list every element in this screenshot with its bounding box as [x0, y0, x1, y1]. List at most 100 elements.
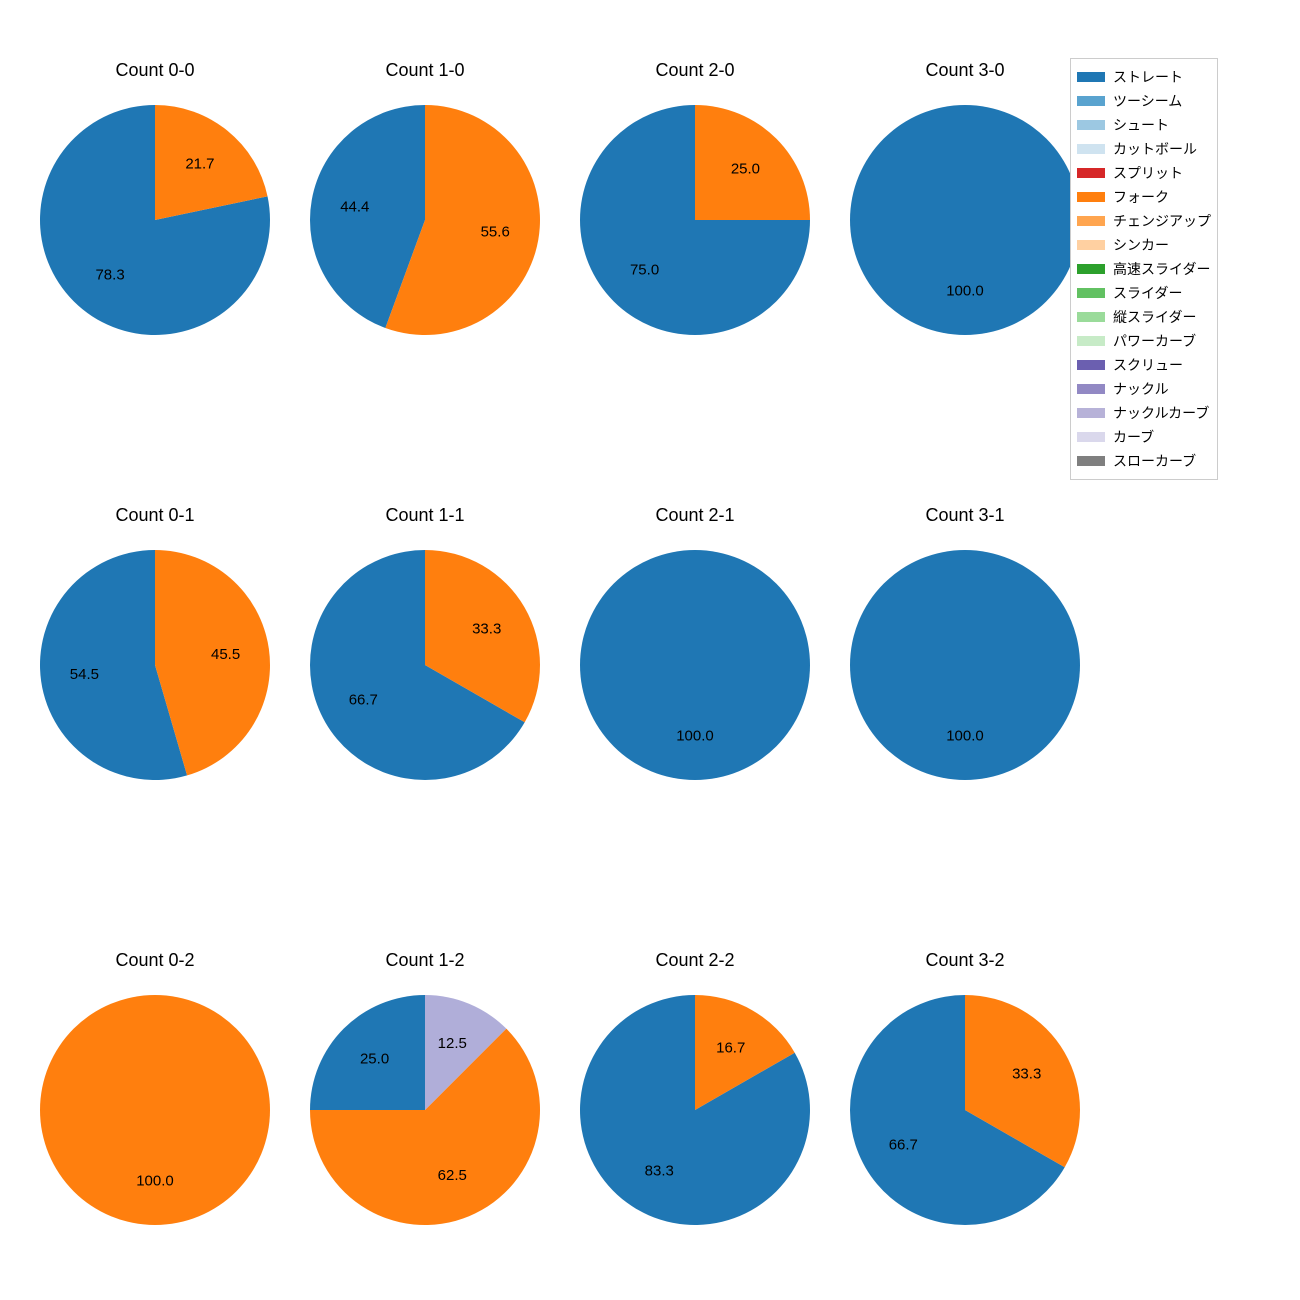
legend-label: スプリット	[1113, 163, 1183, 183]
pie-panel: Count 0-078.321.7	[25, 60, 285, 385]
legend-label: カットボール	[1113, 139, 1197, 159]
pie-panel: Count 2-1100.0	[565, 505, 825, 830]
legend-label: パワーカーブ	[1113, 331, 1196, 351]
legend-item: フォーク	[1077, 185, 1211, 209]
legend-item: 高速スライダー	[1077, 257, 1211, 281]
slice-label: 66.7	[349, 692, 378, 709]
pie-slice	[580, 550, 810, 780]
pie-chart: 100.0	[565, 505, 825, 830]
slice-label: 25.0	[731, 161, 760, 178]
slice-label: 100.0	[946, 282, 984, 299]
legend-label: チェンジアップ	[1113, 211, 1211, 231]
legend-swatch	[1077, 120, 1105, 130]
slice-label: 62.5	[438, 1167, 467, 1184]
slice-label: 16.7	[716, 1039, 745, 1056]
legend-swatch	[1077, 264, 1105, 274]
legend-swatch	[1077, 72, 1105, 82]
slice-label: 33.3	[472, 620, 501, 637]
slice-label: 78.3	[95, 266, 124, 283]
legend-label: ストレート	[1113, 67, 1183, 87]
slice-label: 44.4	[340, 198, 369, 215]
legend-item: ツーシーム	[1077, 89, 1211, 113]
legend-label: シュート	[1113, 115, 1169, 135]
slice-label: 21.7	[185, 156, 214, 173]
pie-panel: Count 1-225.062.512.5	[295, 950, 555, 1275]
legend-swatch	[1077, 96, 1105, 106]
legend-item: スプリット	[1077, 161, 1211, 185]
legend-swatch	[1077, 168, 1105, 178]
legend-swatch	[1077, 408, 1105, 418]
legend-label: 縦スライダー	[1113, 307, 1196, 327]
pie-chart: 66.7 33.3	[295, 505, 555, 830]
slice-label: 54.5	[70, 666, 99, 683]
pie-panel: Count 3-1100.0	[835, 505, 1095, 830]
legend-item: カーブ	[1077, 425, 1211, 449]
pie-panel: Count 3-0100.0	[835, 60, 1095, 385]
legend-item: スクリュー	[1077, 353, 1211, 377]
pie-panel: Count 0-2100.0	[25, 950, 285, 1275]
legend-swatch	[1077, 288, 1105, 298]
pie-chart: 100.0	[25, 950, 285, 1275]
pie-panel: Count 1-166.733.3	[295, 505, 555, 830]
pie-chart: 75.0 25.0	[565, 60, 825, 385]
pie-slice	[850, 105, 1080, 335]
pie-panel: Count 0-154.545.5	[25, 505, 285, 830]
pie-panel: Count 3-266.733.3	[835, 950, 1095, 1275]
legend-item: パワーカーブ	[1077, 329, 1211, 353]
pie-chart: 100.0	[835, 505, 1095, 830]
legend-label: スライダー	[1113, 283, 1182, 303]
legend-label: カーブ	[1113, 427, 1154, 447]
legend-item: カットボール	[1077, 137, 1211, 161]
legend-label: シンカー	[1113, 235, 1169, 255]
legend-swatch	[1077, 216, 1105, 226]
chart-grid: Count 0-078.321.7Count 1-044.455.6Count …	[0, 0, 1300, 1300]
legend-label: フォーク	[1113, 187, 1169, 207]
legend-swatch	[1077, 384, 1105, 394]
legend-swatch	[1077, 240, 1105, 250]
pie-panel: Count 1-044.455.6	[295, 60, 555, 385]
legend-swatch	[1077, 336, 1105, 346]
legend-item: スライダー	[1077, 281, 1211, 305]
slice-label: 45.5	[211, 646, 240, 663]
legend-swatch	[1077, 144, 1105, 154]
pie-chart: 78.3 21.7	[25, 60, 285, 385]
pie-slice	[850, 550, 1080, 780]
pie-chart: 44.4 55.6	[295, 60, 555, 385]
legend-item: チェンジアップ	[1077, 209, 1211, 233]
legend-item: ナックルカーブ	[1077, 401, 1211, 425]
pie-chart: 66.7 33.3	[835, 950, 1095, 1275]
pie-chart: 83.3 16.7	[565, 950, 825, 1275]
slice-label: 100.0	[676, 727, 714, 744]
legend-label: ナックルカーブ	[1113, 403, 1209, 423]
legend-label: ツーシーム	[1113, 91, 1182, 111]
legend-swatch	[1077, 456, 1105, 466]
legend-swatch	[1077, 360, 1105, 370]
legend-label: スローカーブ	[1113, 451, 1196, 471]
legend-label: ナックル	[1113, 379, 1169, 399]
legend-swatch	[1077, 192, 1105, 202]
pie-panel: Count 2-075.025.0	[565, 60, 825, 385]
pie-panel: Count 2-283.316.7	[565, 950, 825, 1275]
legend-item: シュート	[1077, 113, 1211, 137]
legend-item: ストレート	[1077, 65, 1211, 89]
slice-label: 12.5	[438, 1035, 467, 1052]
legend-item: ナックル	[1077, 377, 1211, 401]
legend-item: シンカー	[1077, 233, 1211, 257]
slice-label: 100.0	[136, 1172, 174, 1189]
legend-swatch	[1077, 432, 1105, 442]
pie-slice	[40, 995, 270, 1225]
slice-label: 83.3	[645, 1163, 674, 1180]
slice-label: 33.3	[1012, 1065, 1041, 1082]
slice-label: 75.0	[630, 261, 659, 278]
legend: ストレートツーシームシュートカットボールスプリットフォークチェンジアップシンカー…	[1070, 58, 1218, 480]
slice-label: 55.6	[481, 223, 510, 240]
legend-item: 縦スライダー	[1077, 305, 1211, 329]
pie-chart: 54.5 45.5	[25, 505, 285, 830]
legend-swatch	[1077, 312, 1105, 322]
slice-label: 66.7	[889, 1137, 918, 1154]
legend-label: スクリュー	[1113, 355, 1183, 375]
pie-chart: 100.0	[835, 60, 1095, 385]
legend-item: スローカーブ	[1077, 449, 1211, 473]
slice-label: 100.0	[946, 727, 984, 744]
slice-label: 25.0	[360, 1051, 389, 1068]
